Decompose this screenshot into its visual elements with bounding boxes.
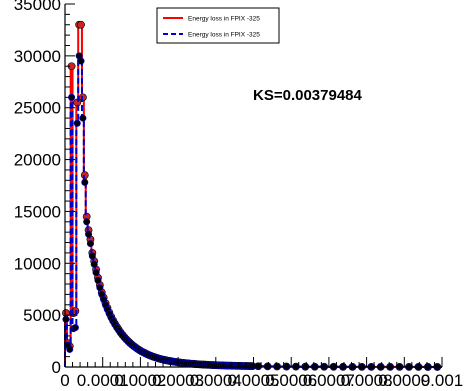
x-tick-label: 0.0006 — [265, 371, 317, 390]
x-tick-label: 0.0009 — [378, 371, 430, 390]
series-2-point — [92, 269, 100, 277]
series-2-point — [85, 230, 93, 238]
series-2-point — [94, 276, 102, 284]
series-2-point — [254, 362, 262, 370]
x-tick-label: 0.0004 — [190, 371, 242, 390]
x-tick-label: 0.0008 — [341, 371, 393, 390]
y-tick-label: 25000 — [14, 99, 61, 118]
series-2-point — [83, 218, 91, 226]
x-tick-label: 0.0003 — [152, 371, 204, 390]
series-2-point — [86, 240, 94, 248]
y-tick-label: 10000 — [14, 254, 61, 273]
legend-label-series-2: Energy loss in FPIX -325 — [188, 32, 260, 39]
x-tick-label: 0.0002 — [114, 371, 166, 390]
axes: 0 5000 10000 15000 20000 25000 30000 35000 0 0.00… — [14, 0, 464, 390]
series-2-point — [62, 315, 70, 323]
series-2-point — [77, 57, 85, 65]
series-2-point — [73, 119, 81, 127]
series-2-point — [96, 284, 104, 292]
x-tick-label: 0.0005 — [228, 371, 280, 390]
x-tick-label: 0.0007 — [303, 371, 355, 390]
legend-box — [156, 7, 280, 44]
y-tick-label: 20000 — [14, 151, 61, 170]
plot-area — [62, 20, 442, 371]
legend-label-series-1: Energy loss in FPIX -325 — [188, 16, 260, 23]
series-2-point — [79, 114, 87, 122]
y-tick-label: 30000 — [14, 47, 61, 66]
x-tick-label: 0.0001 — [77, 371, 129, 390]
y-tick-label: 15000 — [14, 202, 61, 221]
y-tick-label: 0 — [52, 358, 61, 377]
legend: Energy loss in FPIX -325 Energy loss in … — [156, 7, 280, 44]
y-tick-label: 5000 — [23, 306, 61, 325]
series-2-point — [90, 260, 98, 268]
series-2-point — [88, 252, 96, 260]
series-2-point — [66, 345, 74, 353]
series-2-point — [264, 362, 272, 370]
series-1-point — [77, 20, 85, 29]
y-tick-label: 35000 — [14, 0, 61, 14]
series-2-point — [81, 178, 89, 186]
series-2-point — [71, 324, 79, 332]
ks-annotation: KS=0.00379484 — [253, 87, 363, 104]
x-tick-label: 0 — [60, 371, 69, 390]
x-tick-label: 0.001 — [421, 371, 464, 390]
